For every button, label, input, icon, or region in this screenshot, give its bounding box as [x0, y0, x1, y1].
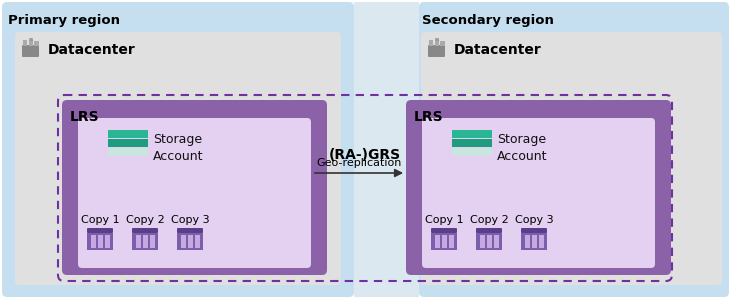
Bar — [521, 233, 547, 250]
Bar — [132, 233, 158, 250]
Bar — [531, 235, 537, 248]
Bar — [105, 235, 110, 248]
Text: LRS: LRS — [414, 110, 444, 124]
Text: Primary region: Primary region — [8, 14, 120, 27]
Bar — [108, 139, 148, 147]
Text: Datacenter: Datacenter — [454, 43, 542, 57]
FancyBboxPatch shape — [22, 45, 39, 57]
Text: Copy 2: Copy 2 — [469, 215, 508, 225]
Bar — [150, 235, 154, 248]
Bar — [187, 235, 192, 248]
Text: (RA-)GRS: (RA-)GRS — [329, 148, 401, 162]
FancyBboxPatch shape — [2, 2, 354, 297]
Bar — [449, 235, 453, 248]
FancyBboxPatch shape — [62, 100, 327, 275]
FancyBboxPatch shape — [476, 228, 502, 233]
Text: Secondary region: Secondary region — [422, 14, 554, 27]
Bar — [435, 38, 439, 46]
Bar — [23, 40, 27, 46]
Bar — [91, 235, 96, 248]
Bar — [525, 235, 529, 248]
Bar — [177, 233, 203, 250]
Text: Datacenter: Datacenter — [48, 43, 136, 57]
Bar — [429, 40, 433, 46]
FancyBboxPatch shape — [422, 118, 655, 268]
Text: Storage
Account: Storage Account — [497, 132, 548, 164]
Bar — [87, 233, 113, 250]
FancyBboxPatch shape — [132, 228, 158, 233]
FancyBboxPatch shape — [521, 228, 547, 233]
Bar — [108, 130, 148, 138]
Bar — [29, 38, 34, 46]
FancyBboxPatch shape — [421, 32, 722, 285]
Text: Storage
Account: Storage Account — [153, 132, 203, 164]
FancyBboxPatch shape — [87, 228, 113, 233]
Bar — [452, 139, 492, 147]
Bar — [431, 233, 457, 250]
FancyBboxPatch shape — [15, 32, 341, 285]
Text: Copy 1: Copy 1 — [80, 215, 119, 225]
Bar — [181, 235, 186, 248]
Bar — [143, 235, 148, 248]
Bar — [194, 235, 200, 248]
Bar — [440, 41, 444, 46]
Text: Copy 3: Copy 3 — [515, 215, 553, 225]
Text: Copy 2: Copy 2 — [126, 215, 164, 225]
Bar — [34, 41, 39, 46]
Bar — [480, 235, 485, 248]
Bar — [452, 130, 492, 138]
Bar — [452, 148, 492, 156]
Bar — [476, 233, 502, 250]
Polygon shape — [435, 38, 439, 41]
Bar — [135, 235, 140, 248]
FancyBboxPatch shape — [78, 118, 311, 268]
Bar — [487, 235, 491, 248]
Polygon shape — [29, 38, 34, 41]
FancyBboxPatch shape — [419, 2, 729, 297]
FancyBboxPatch shape — [177, 228, 203, 233]
Text: Copy 1: Copy 1 — [425, 215, 463, 225]
FancyBboxPatch shape — [428, 45, 445, 57]
Text: Copy 3: Copy 3 — [170, 215, 209, 225]
Bar — [493, 235, 499, 248]
Bar — [434, 235, 439, 248]
Bar — [354, 2, 419, 297]
Bar — [539, 235, 544, 248]
Text: LRS: LRS — [70, 110, 99, 124]
FancyBboxPatch shape — [406, 100, 671, 275]
Bar — [97, 235, 102, 248]
Bar — [442, 235, 447, 248]
FancyBboxPatch shape — [431, 228, 457, 233]
Bar — [108, 148, 148, 156]
Text: Geo-replication: Geo-replication — [317, 158, 402, 168]
